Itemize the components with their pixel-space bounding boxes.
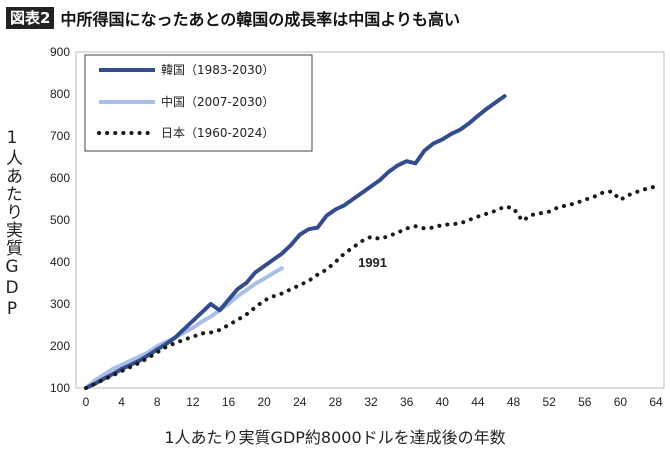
x-tick-label: 12 [186,395,200,409]
x-tick-label: 20 [257,395,271,409]
x-tick-label: 8 [154,395,161,409]
x-tick-label: 16 [222,395,236,409]
series-line-china [84,266,284,390]
x-tick-label: 36 [400,395,414,409]
legend-label-korea: 韓国（1983-2030） [161,63,274,77]
y-tick-labels: 100 200 300 400 500 600 700 800 900 [50,45,70,395]
y-tick-label: 400 [50,255,70,269]
x-tick-label: 0 [83,395,90,409]
annotation-label: 1991 [358,255,387,270]
x-tick-label: 48 [507,395,521,409]
x-tick-label: 28 [329,395,343,409]
figure-tag: 図表2 [6,7,55,29]
x-tick-label: 32 [364,395,378,409]
x-tick-labels: 0 4 8 12 16 20 24 28 32 36 40 44 48 52 56 60 64 [83,395,663,409]
y-tick-label: 300 [50,297,70,311]
x-tick-label: 52 [542,395,556,409]
legend-label-china: 中国（2007-2030） [161,94,274,109]
x-tick-label: 40 [436,395,450,409]
x-tick-label: 4 [118,395,125,409]
y-tick-label: 800 [50,87,70,101]
x-axis-label: 1人あたり実質GDP約8000ドルを達成後の年数 [164,428,506,447]
title-row: 図表2 中所得国になったあとの韓国の成長率は中国よりも高い [6,6,460,30]
x-tick-label: 60 [614,395,628,409]
y-tick-label: 900 [50,45,70,59]
annotation-layer: 1991 [358,255,387,270]
y-tick-label: 100 [50,381,70,395]
y-tick-label: 500 [50,213,70,227]
x-tick-label: 24 [293,395,307,409]
series-line-japan [84,184,658,390]
x-tick-label: 64 [649,395,663,409]
y-tick-label: 700 [50,129,70,143]
y-tick-label: 600 [50,171,70,185]
series-layer [84,94,658,390]
legend-label-japan: 日本（1960-2024） [161,126,274,140]
chart-title: 中所得国になったあとの韓国の成長率は中国よりも高い [60,10,460,29]
series-line-korea [84,94,507,390]
plot-frame [75,51,665,389]
legend: 韓国（1983-2030） 中国（2007-2030） 日本（1960-2024… [84,54,313,152]
x-tick-label: 56 [578,395,592,409]
x-tick-label: 44 [471,395,485,409]
y-axis-label: 1人あたり実質GDP [2,128,22,320]
y-tick-label: 200 [50,339,70,353]
